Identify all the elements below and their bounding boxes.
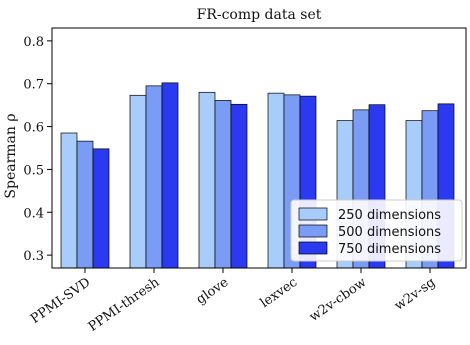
x-tick-label: PPMI-SVD [28, 275, 93, 327]
bar-glove-500 [214, 100, 232, 269]
y-tick-label: 0.5 [23, 163, 44, 178]
bar-ppmi-svd-750 [92, 148, 110, 269]
bar-ppmi-svd-250 [60, 132, 78, 269]
x-tick-label: w2v-sg [392, 275, 438, 314]
x-tick-label: glove [194, 275, 232, 308]
legend-label: 500 dimensions [338, 225, 441, 240]
bars-group [60, 82, 455, 269]
legend-swatch [298, 224, 328, 238]
x-tick-label: w2v-cbow [307, 275, 369, 325]
y-tick-label: 0.8 [23, 35, 44, 50]
chart-title: FR-comp data set [197, 7, 322, 23]
legend-swatch [298, 241, 328, 255]
y-tick-label: 0.4 [23, 206, 44, 221]
legend: 250 dimensions 500 dimensions 750 dimensio… [290, 199, 463, 262]
y-tick-label: 0.7 [23, 78, 44, 93]
y-axis: 0.3 0.4 0.5 0.6 0.7 0.8 [23, 35, 52, 264]
legend-label: 750 dimensions [338, 242, 441, 257]
y-tick-label: 0.6 [23, 121, 44, 136]
bar-ppmi-svd-500 [76, 140, 94, 269]
legend-frame [290, 199, 463, 262]
bar-glove-250 [198, 91, 216, 269]
bar-glove-750 [230, 103, 248, 269]
legend-swatch [298, 207, 328, 221]
y-tick-label: 0.3 [23, 249, 44, 264]
x-tick-label: lexvec [258, 275, 301, 311]
y-axis-label: Spearman ρ [3, 113, 19, 198]
bar-ppmi-thresh-250 [129, 94, 147, 269]
x-tick-label: PPMI-thresh [86, 275, 163, 335]
bar-ppmi-thresh-750 [161, 82, 179, 269]
legend-label: 250 dimensions [338, 208, 441, 223]
bar-ppmi-thresh-500 [145, 85, 163, 269]
plot-frame [51, 27, 467, 269]
bar-lexvec-250 [267, 92, 285, 269]
